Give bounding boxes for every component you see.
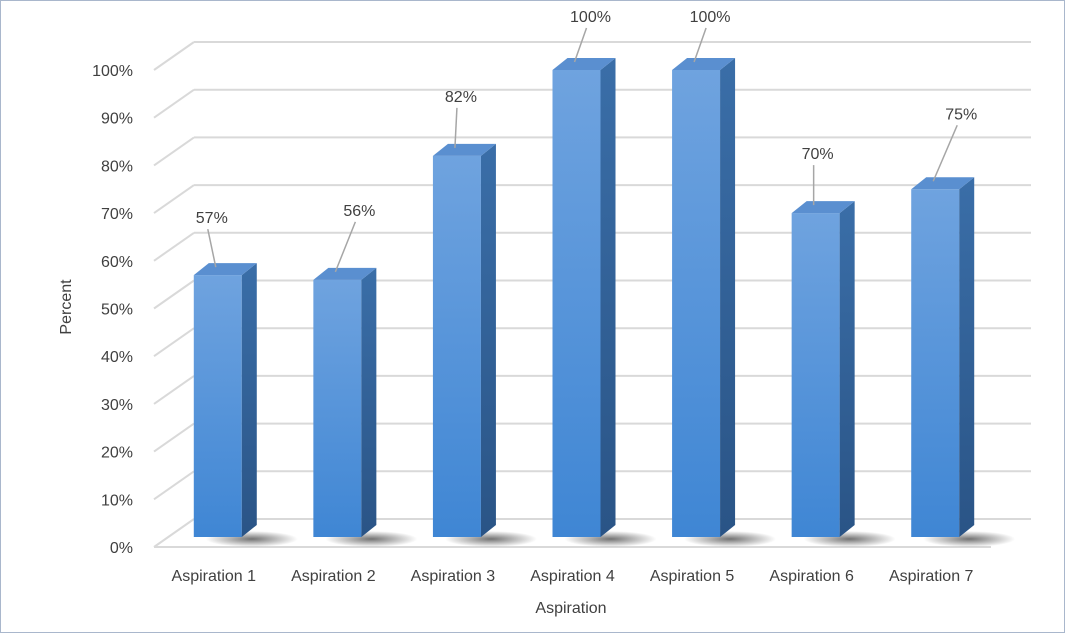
bar-top: [911, 177, 975, 190]
x-axis-title: Aspiration: [535, 600, 606, 617]
data-label: 57%: [196, 210, 228, 227]
y-tick-label: 20%: [101, 445, 133, 462]
gridline-diagonal: [153, 470, 195, 501]
gridline-diagonal: [153, 41, 195, 71]
bar-top: [791, 201, 855, 214]
x-category-label: Aspiration 6: [769, 568, 854, 585]
leader-line: [334, 221, 357, 273]
y-tick-label: 50%: [101, 302, 133, 319]
y-tick-label: 30%: [101, 397, 133, 414]
bar-top: [313, 267, 377, 280]
bar: [911, 189, 960, 537]
bar: [672, 70, 721, 537]
y-tick-label: 100%: [92, 63, 133, 80]
bar: [193, 275, 242, 537]
bar-side: [839, 201, 855, 537]
gridline-diagonal: [153, 231, 195, 262]
leader-line: [932, 124, 958, 182]
leader-line: [573, 27, 588, 63]
data-label: 75%: [945, 106, 977, 123]
leader-line: [693, 27, 707, 63]
y-tick-label: 90%: [101, 111, 133, 128]
bar: [552, 70, 601, 537]
x-category-label: Aspiration 5: [650, 568, 735, 585]
bar-top: [672, 58, 736, 70]
gridline-diagonal: [153, 279, 195, 310]
data-labels: 57% 56% 82% 100% 100% 70% 75%: [196, 9, 977, 273]
data-label: 100%: [570, 9, 611, 26]
bar-side: [480, 143, 496, 538]
bar: [313, 279, 362, 537]
bar-side: [241, 263, 257, 537]
gridline-diagonal: [153, 88, 195, 119]
bar-top: [552, 58, 616, 70]
gridline-diagonal: [153, 422, 195, 453]
data-label: 82%: [445, 89, 477, 106]
y-tick-label: 40%: [101, 349, 133, 366]
x-category-label: Aspiration 2: [291, 568, 376, 585]
bar: [432, 155, 481, 538]
y-axis-title: Percent: [58, 279, 75, 335]
data-label: 70%: [802, 146, 834, 163]
leader-line: [207, 228, 217, 268]
bar-side: [959, 177, 975, 537]
leader-line: [454, 107, 458, 148]
gridline-diagonal: [153, 136, 195, 167]
y-axis-ticks: 0% 10% 20% 30% 40% 50% 60% 70% 80% 90% 100%: [92, 63, 133, 557]
x-category-label: Aspiration 7: [889, 568, 974, 585]
gridline-diagonal: [153, 518, 195, 548]
y-tick-label: 10%: [101, 492, 133, 509]
x-category-label: Aspiration 4: [530, 568, 615, 585]
gridline-diagonal: [153, 184, 195, 214]
gridline-diagonal: [153, 327, 195, 358]
bars: [193, 58, 975, 538]
x-category-label: Aspiration 3: [411, 568, 496, 585]
y-tick-label: 0%: [110, 540, 133, 557]
data-label: 56%: [343, 203, 375, 220]
gridline-diagonal: [153, 375, 195, 405]
bar-side: [720, 58, 736, 537]
y-tick-label: 60%: [101, 254, 133, 271]
x-axis-categories: Aspiration 1 Aspiration 2 Aspiration 3 Aspi…: [172, 568, 974, 585]
data-label: 100%: [690, 9, 731, 26]
y-tick-label: 80%: [101, 158, 133, 175]
bar-side: [600, 58, 616, 537]
x-category-label: Aspiration 1: [172, 568, 257, 585]
bar-side: [361, 267, 377, 537]
y-tick-label: 70%: [101, 206, 133, 223]
bar: [791, 213, 840, 537]
bar-top: [432, 143, 496, 156]
bar-top: [193, 263, 257, 276]
